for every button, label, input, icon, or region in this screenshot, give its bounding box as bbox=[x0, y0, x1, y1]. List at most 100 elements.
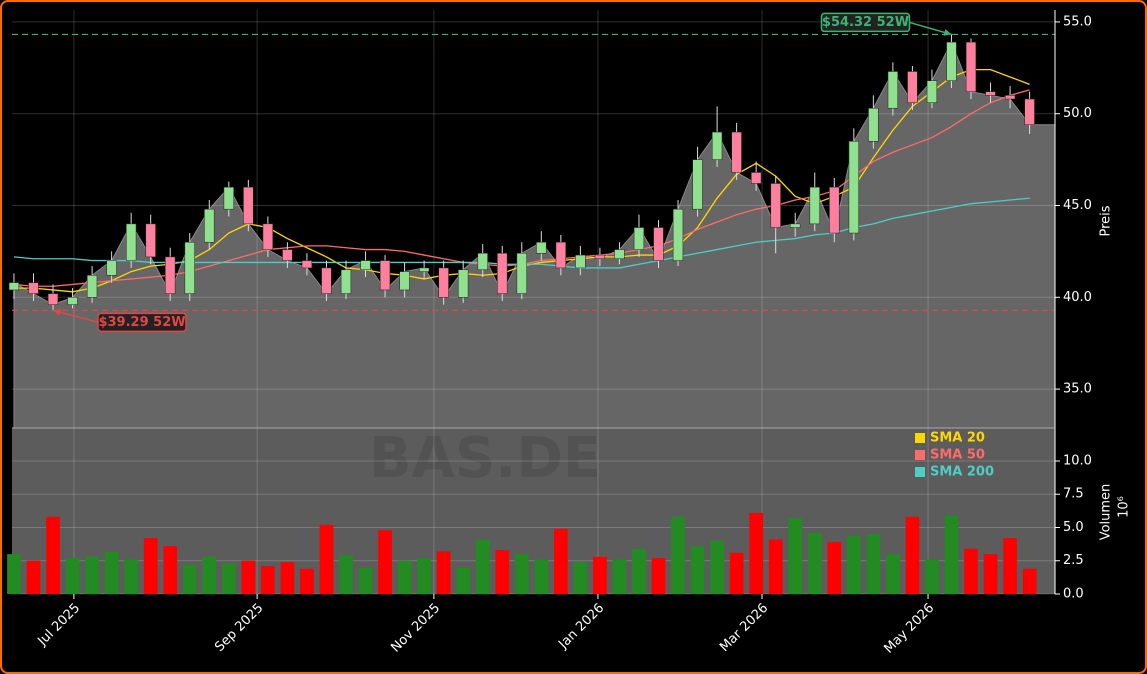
candle-body bbox=[126, 223, 137, 261]
candle-body bbox=[594, 254, 606, 259]
volume-bar bbox=[593, 556, 607, 594]
volume-bar bbox=[202, 556, 217, 594]
volume-bar bbox=[163, 546, 178, 594]
candle-body bbox=[575, 254, 586, 269]
volume-bar bbox=[280, 562, 295, 594]
volume-bar bbox=[1003, 538, 1017, 594]
candle-body bbox=[165, 256, 176, 294]
volume-bar bbox=[827, 542, 842, 594]
x-tick-label: Sep 2025 bbox=[212, 601, 266, 655]
volume-bar bbox=[436, 551, 451, 594]
volume-bar bbox=[554, 528, 568, 594]
candle-body bbox=[477, 252, 488, 271]
candle-body bbox=[340, 269, 352, 294]
candle-body bbox=[692, 159, 703, 210]
candle-body bbox=[399, 271, 410, 291]
volume-bar bbox=[104, 551, 119, 594]
candle-body bbox=[223, 186, 234, 210]
candle-body bbox=[379, 260, 391, 291]
candle-body bbox=[282, 249, 293, 261]
volume-bar bbox=[1022, 568, 1037, 594]
volume-bar bbox=[925, 559, 939, 594]
y2-tick-label: 2.5 bbox=[1063, 553, 1084, 568]
x-tick-label: Jul 2025 bbox=[34, 601, 83, 650]
candle-body bbox=[106, 260, 117, 276]
candle-body bbox=[848, 141, 859, 234]
candle-body bbox=[86, 275, 98, 298]
candle-body bbox=[790, 223, 801, 228]
candle-body bbox=[497, 252, 508, 294]
volume-bar bbox=[456, 567, 471, 594]
x-tick-label: Mar 2026 bbox=[717, 601, 771, 655]
candle-body bbox=[360, 260, 371, 271]
legend-swatch bbox=[915, 433, 925, 443]
volume-bar bbox=[768, 539, 783, 594]
candle-body bbox=[633, 227, 645, 250]
candle-body bbox=[751, 172, 762, 184]
candle-body bbox=[672, 208, 684, 261]
volume-bar bbox=[886, 554, 900, 594]
candle-body bbox=[1024, 98, 1035, 125]
candle-body bbox=[145, 223, 156, 258]
volume-bar bbox=[866, 534, 881, 594]
volume-bar bbox=[710, 540, 724, 594]
x-tick-label: Jan 2026 bbox=[555, 601, 607, 653]
y-tick-label: 50.0 bbox=[1063, 106, 1092, 121]
price-area bbox=[13, 40, 1056, 429]
volume-bar bbox=[612, 559, 627, 594]
candle-body bbox=[301, 260, 313, 269]
volume-bar bbox=[495, 550, 510, 594]
y2-tick-label: 0.0 bbox=[1063, 587, 1084, 602]
candle-body bbox=[28, 282, 39, 294]
volume-bar bbox=[319, 524, 334, 594]
volume-bar bbox=[417, 558, 431, 594]
volume-bar bbox=[85, 556, 99, 594]
y-tick-label: 55.0 bbox=[1063, 14, 1092, 29]
volume-bar bbox=[358, 567, 373, 594]
watermark: BAS.DE bbox=[369, 426, 601, 491]
volume-bar bbox=[46, 516, 60, 594]
volume-bar bbox=[475, 539, 490, 594]
volume-bar bbox=[339, 555, 353, 594]
candle-body bbox=[243, 186, 254, 225]
volume-bar bbox=[534, 559, 549, 594]
annotation: $39.29 52W bbox=[52, 308, 187, 333]
annotation-label: $39.29 52W bbox=[98, 315, 185, 330]
volume-bar bbox=[221, 563, 236, 594]
volume-bar bbox=[241, 560, 256, 594]
candle-body bbox=[868, 107, 879, 142]
volume-bar bbox=[182, 564, 197, 594]
candle-body bbox=[946, 41, 957, 81]
volume-bar bbox=[944, 515, 959, 594]
candle-body bbox=[731, 131, 742, 173]
legend-label: SMA 20 bbox=[930, 431, 985, 446]
legend-label: SMA 200 bbox=[930, 465, 994, 480]
volume-bar bbox=[573, 562, 588, 594]
legend-swatch bbox=[915, 467, 925, 477]
candle-body bbox=[438, 267, 449, 298]
candle-body bbox=[809, 186, 820, 225]
candle-body bbox=[47, 293, 59, 305]
volume-bar bbox=[300, 568, 314, 594]
candle-body bbox=[418, 267, 430, 272]
annotation-label: $54.32 52W bbox=[822, 15, 909, 30]
y-tick-label: 40.0 bbox=[1063, 290, 1092, 305]
volume-bar bbox=[749, 512, 763, 594]
annotation-arrowhead bbox=[53, 308, 61, 316]
candle-body bbox=[204, 208, 215, 243]
candle-body bbox=[985, 91, 996, 96]
annotation-arrowhead bbox=[943, 29, 952, 36]
volume-bar bbox=[846, 535, 861, 594]
candle-body bbox=[555, 241, 566, 269]
volume-bar bbox=[26, 560, 41, 594]
legend-swatch bbox=[915, 450, 925, 460]
legend-label: SMA 50 bbox=[930, 448, 985, 463]
volume-bar bbox=[690, 546, 705, 594]
x-tick-label: Nov 2025 bbox=[388, 601, 443, 656]
candle-body bbox=[321, 267, 332, 294]
volume-bar bbox=[7, 554, 21, 594]
candle-body bbox=[67, 297, 78, 305]
candle-body bbox=[770, 183, 781, 228]
y-tick-label: 45.0 bbox=[1063, 198, 1092, 213]
volume-bar bbox=[514, 554, 529, 594]
